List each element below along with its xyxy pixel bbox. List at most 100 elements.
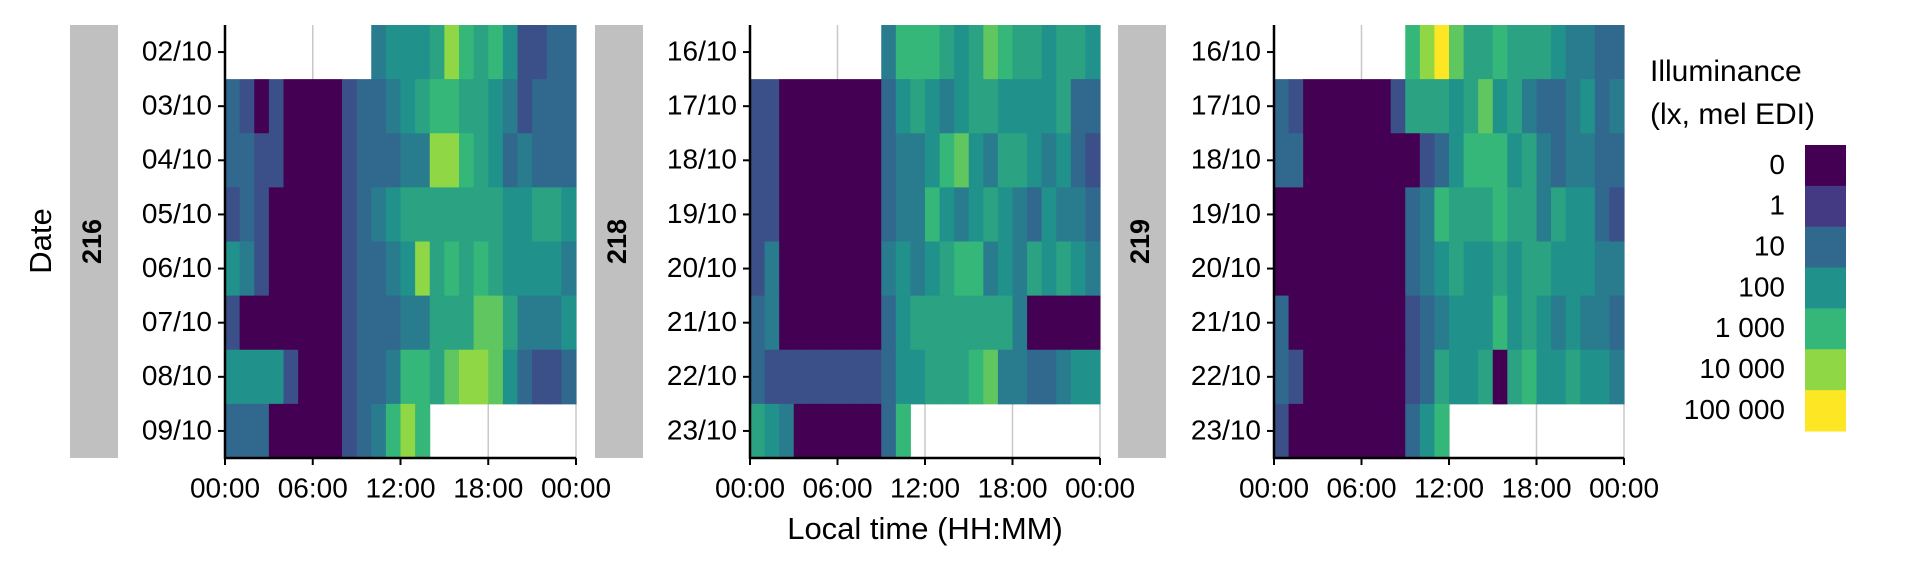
heat-cell	[764, 403, 780, 459]
heat-cell	[1478, 295, 1494, 351]
heat-cell	[1056, 25, 1072, 80]
heat-cell	[1594, 133, 1610, 188]
heat-cell	[1419, 403, 1435, 459]
heat-cell	[473, 133, 489, 188]
heat-cell	[1332, 241, 1348, 297]
heat-cell	[1390, 133, 1406, 188]
heat-cell	[1317, 349, 1333, 405]
heat-cell	[1521, 349, 1537, 405]
heat-cell	[997, 241, 1013, 297]
heat-cell	[1419, 133, 1435, 188]
heat-cell	[1434, 187, 1450, 242]
heat-cell	[473, 79, 489, 134]
heat-cell	[488, 79, 504, 134]
heat-cell	[895, 79, 911, 134]
facet-strip	[595, 25, 643, 458]
heat-cell	[488, 349, 504, 405]
heat-cell	[997, 79, 1013, 134]
heat-cell	[808, 187, 824, 242]
heat-cell	[1012, 25, 1028, 80]
heat-cell	[488, 25, 504, 80]
heat-cell	[1565, 241, 1581, 297]
facet-strip	[70, 25, 118, 458]
heat-cell	[385, 241, 401, 297]
heat-cell	[1361, 79, 1377, 134]
heat-cell	[1405, 187, 1421, 242]
heat-cell	[1521, 79, 1537, 134]
heat-cell	[997, 295, 1013, 351]
heat-cell	[254, 187, 270, 242]
heat-cell	[1463, 133, 1479, 188]
heat-cell	[968, 133, 984, 188]
heat-cell	[532, 187, 548, 242]
heat-cell	[1390, 241, 1406, 297]
heat-cell	[1580, 79, 1596, 134]
heat-cell	[1551, 25, 1567, 80]
y-tick-label: 06/10	[142, 252, 212, 283]
heat-cell	[1463, 241, 1479, 297]
heat-cell	[997, 349, 1013, 405]
heat-cell	[517, 133, 533, 188]
heat-cell	[1317, 133, 1333, 188]
heat-cell	[925, 25, 941, 80]
heat-cell	[1507, 187, 1523, 242]
heat-cell	[954, 349, 970, 405]
heat-cell	[342, 349, 358, 405]
heat-cell	[1274, 295, 1290, 351]
heat-cell	[895, 295, 911, 351]
heat-cell	[1594, 79, 1610, 134]
heat-cell	[852, 349, 868, 405]
heat-cell	[268, 241, 284, 297]
heat-cell	[371, 187, 387, 242]
heat-cell	[1507, 295, 1523, 351]
heat-cell	[1332, 349, 1348, 405]
heat-cell	[779, 295, 795, 351]
heat-cell	[1405, 241, 1421, 297]
heat-cell	[983, 133, 999, 188]
heat-cell	[1594, 295, 1610, 351]
heat-cell	[1390, 187, 1406, 242]
heat-cell	[1361, 295, 1377, 351]
heat-cell	[488, 295, 504, 351]
heat-cell	[473, 295, 489, 351]
y-tick-label: 17/10	[667, 90, 737, 121]
heat-cell	[473, 241, 489, 297]
heat-cell	[298, 241, 314, 297]
heat-cell	[1609, 25, 1625, 80]
heat-cell	[983, 25, 999, 80]
heat-cell	[750, 79, 766, 134]
heat-cell	[1376, 349, 1392, 405]
heat-cell	[1609, 79, 1625, 134]
heat-cell	[1551, 79, 1567, 134]
heat-cell	[1085, 25, 1101, 80]
heat-cell	[968, 349, 984, 405]
heat-cell	[1609, 295, 1625, 351]
heat-cell	[371, 133, 387, 188]
y-tick-label: 18/10	[1191, 144, 1261, 175]
heat-cell	[808, 79, 824, 134]
y-tick-label: 21/10	[1191, 306, 1261, 337]
heat-cell	[488, 241, 504, 297]
heat-cell	[895, 187, 911, 242]
heat-cell	[517, 79, 533, 134]
heat-cell	[1478, 133, 1494, 188]
heat-cell	[459, 79, 475, 134]
heat-cell	[750, 241, 766, 297]
heat-cell	[283, 241, 299, 297]
heat-cell	[327, 349, 343, 405]
heat-cell	[866, 79, 882, 134]
heat-cell	[822, 403, 838, 459]
heat-cell	[1317, 79, 1333, 134]
heat-cell	[312, 133, 328, 188]
x-tick-label: 12:00	[890, 472, 960, 503]
heat-cell	[954, 295, 970, 351]
heat-cell	[1288, 187, 1304, 242]
heat-cell	[764, 349, 780, 405]
heat-cell	[1536, 295, 1552, 351]
heat-cell	[342, 241, 358, 297]
heat-cell	[1390, 295, 1406, 351]
heat-cell	[1419, 295, 1435, 351]
heat-cell	[1536, 187, 1552, 242]
legend-label: 1 000	[1715, 312, 1785, 343]
heat-cell	[1012, 79, 1028, 134]
